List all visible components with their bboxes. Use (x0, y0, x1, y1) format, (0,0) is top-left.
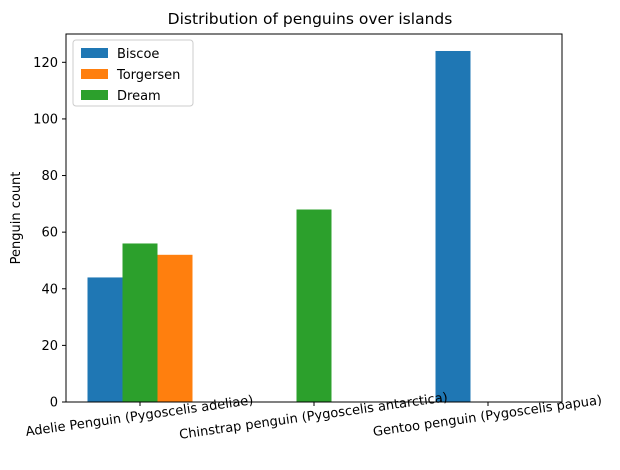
legend-swatch-biscoe (81, 48, 108, 58)
legend-swatch-dream (81, 90, 108, 100)
y-tick-label-4: 80 (41, 169, 58, 184)
y-tick-label-0: 0 (50, 396, 58, 411)
legend-label-biscoe: Biscoe (117, 47, 159, 62)
legend: Biscoe Torgersen Dream (72, 39, 194, 107)
legend-label-dream: Dream (117, 89, 161, 104)
y-axis: 0 20 40 60 80 100 120 (33, 56, 66, 411)
bar-dream-1 (296, 209, 332, 402)
legend-swatch-torgersen (81, 69, 108, 79)
legend-label-torgersen: Torgersen (116, 68, 180, 83)
y-axis-label: Penguin count (9, 172, 24, 265)
bar-biscoe-0 (87, 277, 123, 402)
y-tick-label-5: 100 (33, 112, 58, 127)
bar-dream-0 (122, 243, 158, 402)
y-tick-label-6: 120 (33, 56, 58, 71)
y-tick-label-2: 40 (41, 282, 58, 297)
y-tick-label-1: 20 (41, 339, 58, 354)
bar-biscoe-2 (435, 50, 471, 402)
bar-torgersen-0 (157, 254, 193, 402)
y-tick-label-3: 60 (41, 226, 58, 241)
chart-title: Distribution of penguins over islands (168, 10, 453, 28)
bars (87, 50, 471, 402)
